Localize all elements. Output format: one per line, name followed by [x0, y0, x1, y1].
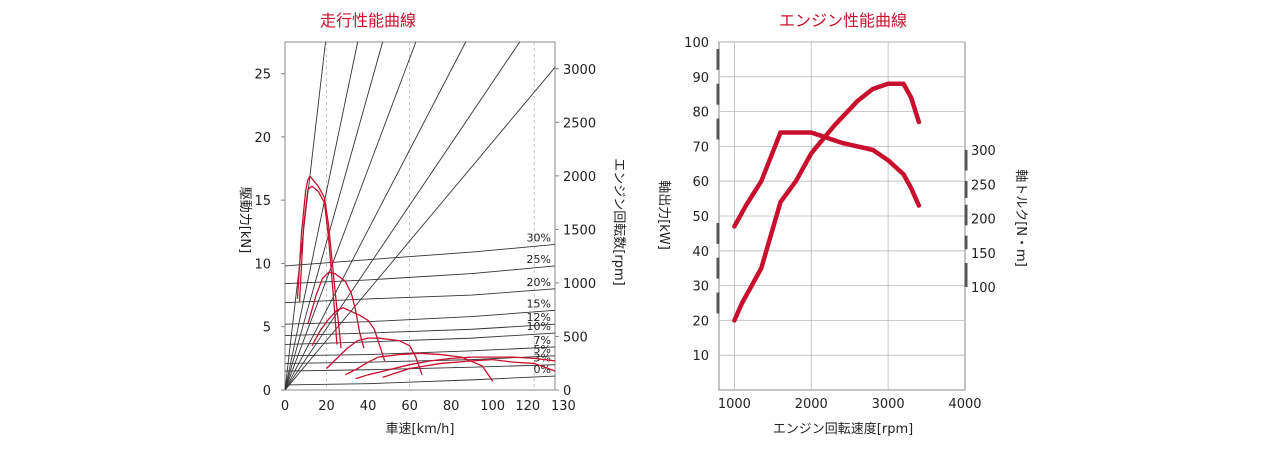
- drive-chart: 走行性能曲線 30% 25% 20% 15%12%10%7%5%3%0% 0 20 40 6…: [237, 11, 626, 437]
- drive-chart-drive-curve: [355, 356, 556, 380]
- drive-chart-y2tick: 1500: [563, 223, 596, 238]
- drive-chart-gear-line: [284, 41, 417, 391]
- drive-chart-xtick: 40: [360, 399, 377, 414]
- drive-chart-y2label: エンジン回転数[rpm]: [611, 158, 626, 285]
- drive-chart-drive-curve: [298, 185, 338, 345]
- drive-chart-ticks: 0 20 40 60 80 100 120 1300510152025050010001500…: [254, 63, 596, 414]
- drive-chart-gear-line: [284, 67, 556, 391]
- engine-chart-ticks: 1000 2000 3000 4000 10 20 30 40 50 60 70 80 90 100 100…: [684, 36, 996, 412]
- drive-chart-grade-line: [284, 346, 556, 357]
- drive-chart-grade-label: 25%: [527, 253, 551, 266]
- drive-chart-lines: 30% 25% 20% 15%12%10%7%5%3%0%: [284, 41, 556, 391]
- drive-chart-grade-line: [284, 323, 556, 337]
- engine-chart-ytick: 70: [692, 140, 709, 155]
- drive-chart-grade-label: 0%: [534, 363, 551, 376]
- engine-chart-ytick: 30: [692, 280, 709, 295]
- drive-chart-xlabel: 車速[km/h]: [386, 422, 455, 437]
- drive-chart-grade-label: 12%: [527, 311, 551, 324]
- drive-chart-ytick: 10: [254, 257, 271, 272]
- drive-chart-grade-line: [284, 332, 556, 345]
- drive-chart-y2tick: 2500: [563, 116, 596, 131]
- drive-chart-drive-curve: [296, 175, 342, 349]
- engine-chart: エンジン性能曲線 1000 2000 3000 4000 10 20 30 40 50 60 70 8…: [656, 11, 1028, 437]
- engine-chart-ylabel: 軸出力[kW]: [656, 180, 671, 250]
- drive-chart-ylabel: 駆動力[kN]: [237, 187, 252, 253]
- drive-chart-y2tick: 3000: [563, 63, 596, 78]
- drive-chart-drive-curve: [311, 307, 386, 362]
- drive-chart-xtick: 80: [443, 399, 460, 414]
- drive-chart-grade-label: 3%: [534, 352, 551, 365]
- drive-chart-xtick: 20: [318, 399, 335, 414]
- drive-chart-grade-label: 7%: [534, 334, 551, 347]
- engine-chart-ytick: 10: [692, 349, 709, 364]
- drive-chart-y2tick: 2000: [563, 170, 596, 185]
- drive-chart-grade-label: 15%: [527, 297, 551, 310]
- engine-chart-xtick: 3000: [872, 397, 905, 412]
- engine-chart-xlabel: エンジン回転速度[rpm]: [773, 421, 913, 437]
- drive-chart-y2tick: 500: [563, 330, 588, 345]
- drive-chart-grade-line: [284, 309, 556, 325]
- drive-chart-y2tick: 0: [563, 384, 571, 399]
- engine-chart-xtick: 1000: [718, 397, 751, 412]
- drive-chart-drive-curve: [382, 358, 556, 378]
- drive-chart-grade-label: 30%: [527, 231, 551, 244]
- drive-chart-curves: [296, 175, 556, 382]
- drive-chart-ytick: 25: [254, 68, 271, 83]
- drive-chart-grade-line: [284, 375, 556, 386]
- engine-chart-y2tick: 300: [971, 144, 996, 159]
- engine-chart-ytick: 90: [692, 71, 709, 86]
- drive-chart-drive-curve: [307, 271, 365, 349]
- drive-chart-gear-line: [284, 41, 467, 391]
- drive-chart-grade-label: 10%: [527, 320, 551, 333]
- engine-chart-xtick: 4000: [948, 397, 981, 412]
- drive-chart-grade-label: 20%: [527, 276, 551, 289]
- drive-chart-ytick: 5: [263, 321, 271, 336]
- engine-chart-y2tick: 200: [971, 213, 996, 228]
- drive-chart-xtick: 120: [515, 399, 540, 414]
- drive-chart-gear-line: [284, 41, 384, 391]
- drive-chart-grade-line: [284, 244, 556, 267]
- drive-chart-gear-line: [284, 41, 359, 391]
- drive-chart-drive-curve: [326, 337, 423, 376]
- engine-chart-curves: [732, 81, 922, 323]
- drive-chart-gear-line: [284, 41, 521, 391]
- engine-chart-ytick: 50: [692, 210, 709, 225]
- drive-chart-grade-line: [284, 355, 556, 364]
- engine-chart-ytick: 100: [684, 36, 709, 51]
- engine-chart-xtick: 2000: [795, 397, 828, 412]
- drive-chart-ytick: 15: [254, 194, 271, 209]
- engine-chart-title: エンジン性能曲線: [779, 11, 907, 30]
- engine-chart-y2tick: 250: [971, 178, 996, 193]
- drive-chart-ytick: 20: [254, 131, 271, 146]
- engine-chart-grid: [716, 41, 966, 391]
- drive-chart-xtick: 100: [480, 399, 505, 414]
- drive-chart-xtick: 60: [401, 399, 418, 414]
- engine-chart-y2tick: 150: [971, 247, 996, 262]
- drive-chart-grade-label: 5%: [534, 343, 551, 356]
- drive-chart-frame: [284, 41, 556, 391]
- engine-chart-curve: [732, 130, 922, 229]
- engine-chart-ytick: 60: [692, 175, 709, 190]
- engine-chart-ytick: 40: [692, 245, 709, 260]
- drive-chart-ytick: 0: [263, 384, 271, 399]
- engine-chart-curve: [732, 81, 922, 323]
- drive-chart-xtick: 0: [281, 399, 289, 414]
- engine-chart-y2tick: 100: [971, 281, 996, 296]
- engine-chart-y2label: 軸トルク[N・m]: [1013, 169, 1028, 267]
- engine-chart-ytick: 20: [692, 314, 709, 329]
- drive-chart-y2tick: 1000: [563, 277, 596, 292]
- drive-chart-xtick: 130: [551, 399, 576, 414]
- drive-chart-grade-line: [284, 288, 556, 304]
- drive-chart-grade-line: [284, 265, 556, 285]
- drive-chart-title: 走行性能曲線: [320, 11, 416, 30]
- engine-chart-ytick: 80: [692, 106, 709, 121]
